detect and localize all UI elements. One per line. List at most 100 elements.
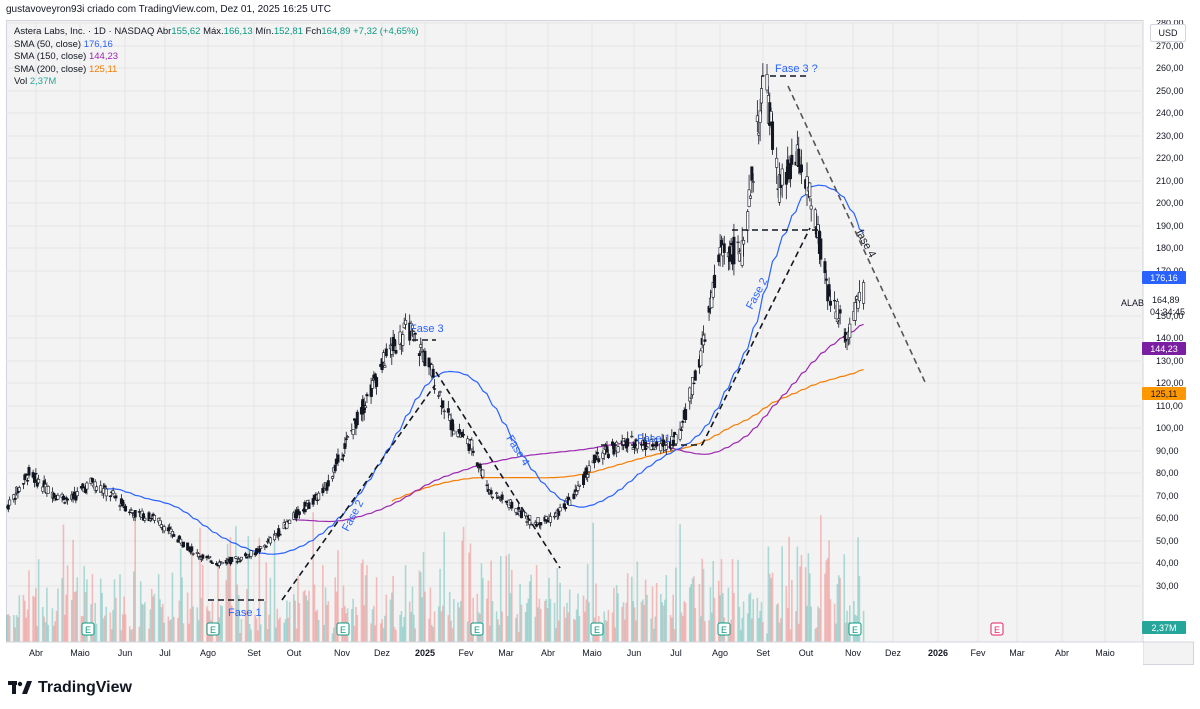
volume-bar [564, 617, 567, 642]
volume-bar [858, 575, 861, 642]
volume-bar [843, 554, 846, 642]
earnings-marker-box[interactable] [81, 622, 95, 636]
earnings-marker-box[interactable] [590, 622, 604, 636]
volume-bar [799, 566, 801, 642]
earnings-marker-icon[interactable]: E [721, 625, 727, 635]
candle-body [121, 499, 125, 507]
candle-body [355, 411, 359, 426]
volume-bar [684, 602, 687, 642]
candle-body [296, 509, 300, 512]
volume-bar [752, 599, 755, 642]
volume-bar [511, 569, 513, 642]
future-earnings-icon[interactable]: E [994, 625, 1000, 635]
volume-bar [563, 606, 566, 642]
volume-bar [201, 564, 204, 642]
legend-sma50-row[interactable]: SMA (50, close) 176,16 [14, 39, 419, 52]
volume-bar [720, 559, 723, 642]
time-axis[interactable] [6, 642, 1143, 665]
earnings-marker-box[interactable] [848, 622, 862, 636]
volume-bar [549, 598, 552, 642]
volume-bar [298, 603, 301, 642]
candle-body [41, 486, 45, 492]
legend-symbol[interactable]: Astera Labs, Inc. · 1D · NASDAQ [14, 26, 155, 37]
candle-body [467, 443, 471, 451]
future-earnings-marker[interactable] [990, 622, 1004, 636]
volume-bar [248, 624, 251, 642]
candle-body [718, 247, 722, 255]
earnings-marker-box[interactable] [470, 622, 484, 636]
volume-bar [287, 617, 290, 642]
volume-bar [419, 572, 422, 642]
candle-body [645, 446, 649, 449]
volume-bar [269, 577, 272, 642]
candle-body [419, 344, 423, 348]
candle-body [264, 545, 268, 548]
candle-body [729, 242, 733, 246]
volume-bar [99, 578, 102, 642]
earnings-marker-icon[interactable]: E [340, 625, 346, 635]
price-tick-label: 230,00 [1156, 131, 1184, 141]
candle-body [26, 480, 30, 482]
volume-bar [675, 567, 677, 642]
badge-sma150-bg [1142, 342, 1186, 355]
candle-body [517, 507, 521, 510]
volume-bar [476, 593, 479, 642]
time-tick-label: Out [287, 648, 302, 658]
volume-bar [559, 582, 561, 642]
volume-bar [472, 597, 474, 642]
candle-body [471, 450, 475, 453]
candle-body [304, 505, 308, 510]
legend-high-value: 166,13 [223, 26, 253, 37]
volume-bar [662, 605, 665, 642]
volume-bar [740, 629, 742, 642]
price-tick-label: 130,00 [1156, 356, 1184, 366]
earnings-marker-icon[interactable]: E [594, 625, 600, 635]
candle-body [346, 436, 350, 438]
earnings-marker-icon[interactable]: E [852, 625, 858, 635]
volume-bar [469, 543, 472, 642]
price-tick-label: 110,00 [1156, 401, 1183, 411]
price-tick-label: 240,00 [1156, 108, 1184, 118]
volume-bar [161, 603, 164, 642]
volume-bar [673, 629, 676, 642]
candle-body [85, 482, 89, 490]
price-axis[interactable] [1143, 20, 1194, 642]
candle-body [99, 485, 103, 493]
volume-bar [632, 601, 635, 642]
candle-body [805, 176, 809, 196]
earnings-marker-box[interactable] [206, 622, 220, 636]
volume-bar [748, 594, 750, 642]
volume-bar [163, 622, 165, 642]
earnings-marker-icon[interactable]: E [85, 625, 91, 635]
candle-body [827, 284, 831, 297]
volume-bar [654, 616, 657, 642]
sma200-line [391, 369, 864, 502]
volume-bar [789, 629, 792, 642]
volume-bar [702, 568, 705, 642]
currency-selector[interactable]: USD [1150, 24, 1186, 42]
candle-body [595, 451, 599, 455]
earnings-marker-icon[interactable]: E [474, 625, 480, 635]
volume-bar [331, 633, 334, 642]
legend-sma200-row[interactable]: SMA (200, close) 125,11 [14, 64, 419, 77]
legend-volume-row[interactable]: Vol 2,37M [14, 76, 419, 89]
candle-body [215, 563, 219, 566]
earnings-marker-box[interactable] [336, 622, 350, 636]
volume-bar [144, 602, 146, 642]
candle-body [364, 405, 368, 409]
candle-body [659, 443, 663, 452]
candle-body [575, 491, 579, 495]
earnings-marker-icon[interactable]: E [210, 625, 216, 635]
candle-body [809, 205, 813, 210]
legend-sma150-row[interactable]: SMA (150, close) 144,23 [14, 51, 419, 64]
volume-bar [26, 609, 29, 642]
earnings-marker-box[interactable] [717, 622, 731, 636]
time-tick-label: Set [756, 648, 770, 658]
volume-bar [760, 602, 763, 642]
volume-bar [141, 603, 143, 642]
candle-body [546, 519, 550, 523]
volume-bar [83, 565, 85, 642]
candle-body [748, 195, 752, 199]
volume-bar [568, 589, 571, 642]
